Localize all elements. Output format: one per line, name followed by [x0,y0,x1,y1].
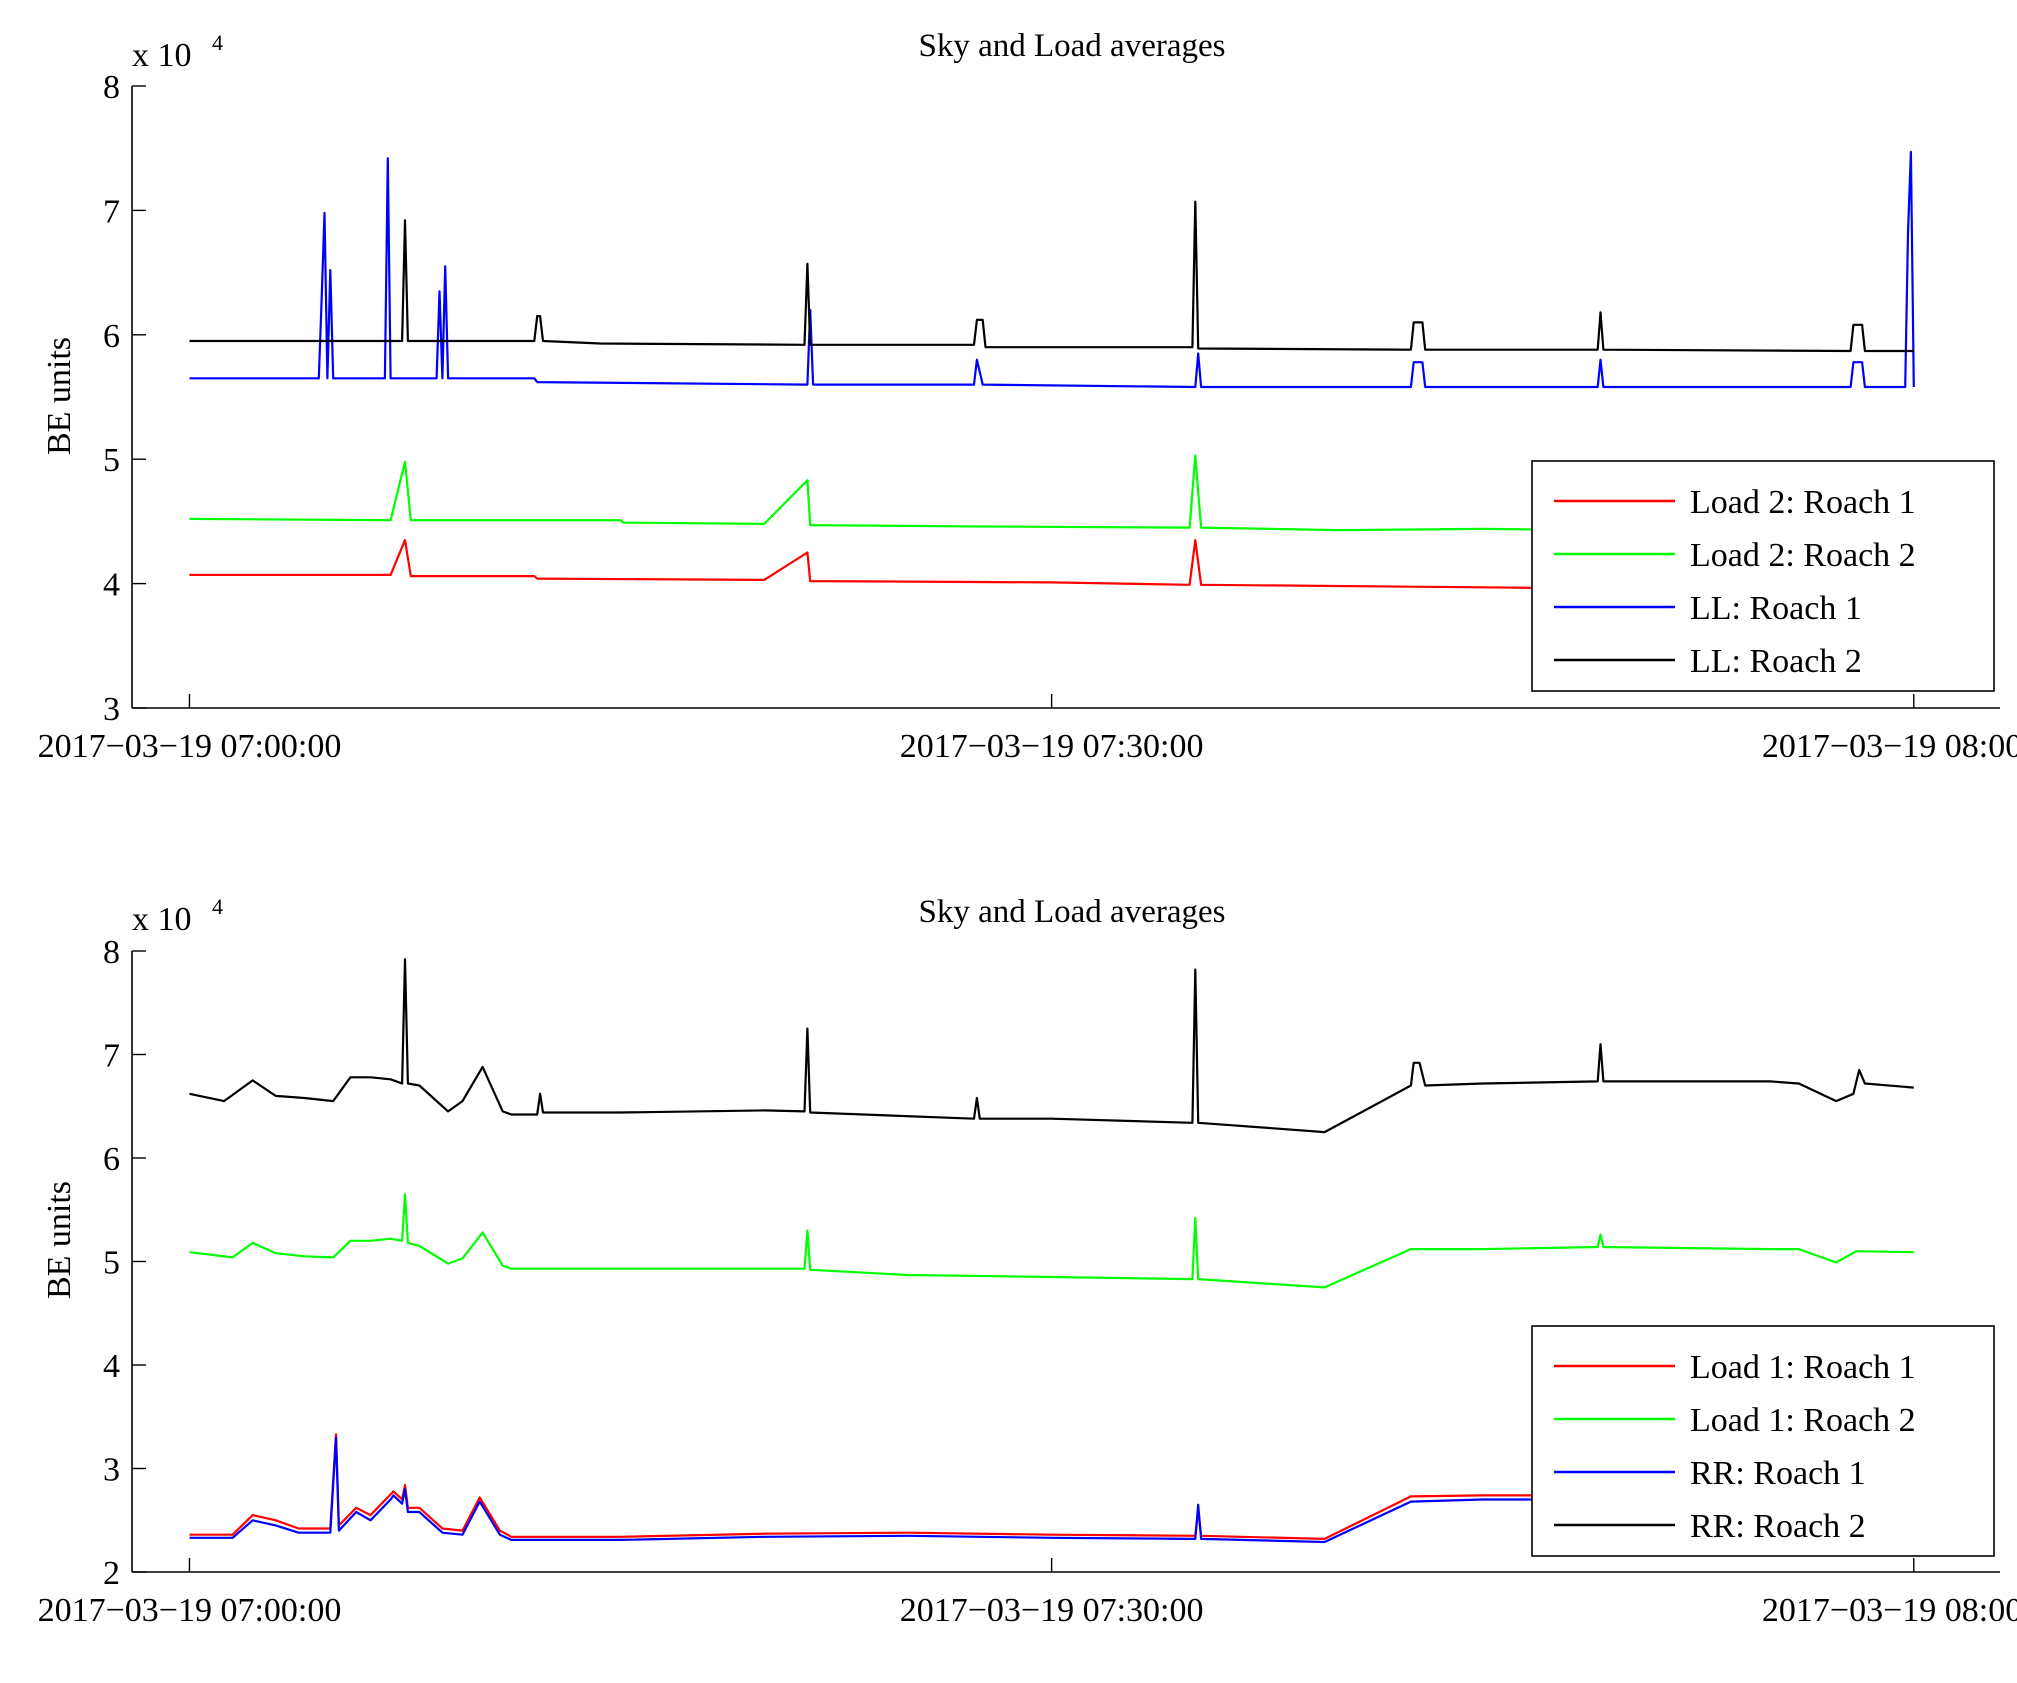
axes-top: 3 4 5 6 7 8 2017−03−19 07:00:00 2017−03−19 07:3… [38,69,2017,765]
y-tick-label: 3 [103,1452,120,1489]
legend-entry: Load 2: Roach 1 [1690,484,1916,521]
y-multiplier-exponent: 4 [212,30,223,55]
y-tick-label: 6 [103,1141,120,1178]
chart-title: Sky and Load averages [919,28,1226,64]
series-line-4 [189,958,1914,1134]
legend-box [1531,460,1995,692]
legend-bottom: Load 1: Roach 1 Load 1: Roach 2 RR: Roach … [1531,1325,1995,1557]
legend-entry: Load 1: Roach 2 [1690,1402,1916,1439]
legend-box [1531,1325,1995,1557]
axes-bottom: 2 3 4 5 6 7 8 2017−03−19 07:00:00 2017−03−19 07:… [38,934,2017,1629]
y-multiplier-label: x 10 [132,901,192,938]
legend-top: Load 2: Roach 1 Load 2: Roach 2 LL: Roach … [1531,460,1995,692]
series-line-3 [189,150,1915,389]
y-tick-label: 5 [103,1245,120,1282]
x-tick-label: 2017−03−19 07:30:00 [900,1592,1204,1629]
y-tick-label: 7 [103,1038,120,1075]
x-tick-label: 2017−03−19 07:00:00 [38,728,342,765]
y-tick-label: 6 [103,318,120,355]
series-line-1 [189,1433,1914,1540]
chart-top: Sky and Load averages x 10 4 BE units 3 4… [38,28,2017,765]
series-line-3 [189,1436,1914,1544]
legend-entry: LL: Roach 1 [1690,590,1862,627]
y-tick-label: 4 [103,1348,120,1385]
y-multiplier: x 10 4 [132,894,223,938]
x-tick-label: 2017−03−19 07:30:00 [900,728,1204,765]
legend-entry: RR: Roach 2 [1690,1508,1866,1545]
y-axis-label: BE units [41,1181,78,1299]
y-tick-label: 5 [103,442,120,479]
y-tick-label: 3 [103,691,120,728]
plot-area-bottom [189,958,1914,1544]
series-line-4 [189,200,1914,353]
y-tick-label: 2 [103,1555,120,1592]
x-tick-label: 2017−03−19 08:00:00 [1762,728,2017,765]
y-tick-label: 7 [103,193,120,230]
y-multiplier: x 10 4 [132,30,223,74]
series-line-2 [189,1193,1914,1289]
legend-entry: LL: Roach 2 [1690,643,1862,680]
y-multiplier-exponent: 4 [212,894,223,919]
legend-entry: RR: Roach 1 [1690,1455,1866,1492]
chart-title: Sky and Load averages [919,894,1226,930]
x-tick-label: 2017−03−19 08:00:00 [1762,1592,2017,1629]
legend-entry: Load 2: Roach 2 [1690,537,1916,574]
y-tick-label: 8 [103,934,120,971]
y-tick-label: 4 [103,567,120,604]
legend-entry: Load 1: Roach 1 [1690,1349,1916,1386]
y-tick-label: 8 [103,69,120,106]
chart-bottom: Sky and Load averages x 10 4 BE units 2 3… [38,894,2017,1629]
x-tick-label: 2017−03−19 07:00:00 [38,1592,342,1629]
y-multiplier-label: x 10 [132,37,192,74]
y-axis-label: BE units [41,337,78,455]
